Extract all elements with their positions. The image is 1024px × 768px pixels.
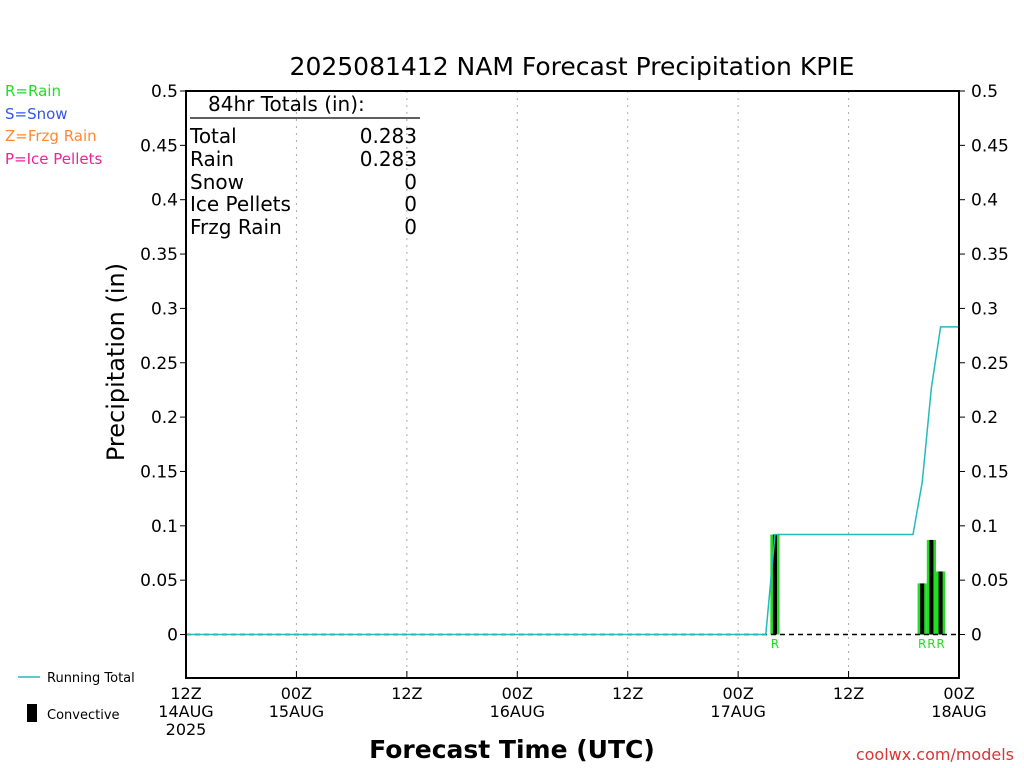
y-tick-label-left: 0.3: [151, 299, 178, 319]
credit-text: coolwx.com/models: [856, 745, 1014, 764]
y-axis-label: Precipitation (in): [102, 263, 130, 461]
totals-label-ice-pellets: Ice Pellets: [190, 192, 291, 216]
y-tick-label-left: 0.05: [140, 571, 178, 591]
y-tick-label-right: 0: [971, 626, 982, 646]
y-tick-label-right: 0.5: [971, 82, 998, 102]
x-tick-label: 12Z: [391, 684, 422, 703]
precip-type-label: R: [771, 637, 779, 651]
totals-label-snow: Snow: [190, 170, 244, 194]
x-tick-label: 15AUG: [269, 702, 324, 721]
y-tick-label-left: 0: [167, 626, 178, 646]
y-tick-label-left: 0.1: [151, 517, 178, 537]
y-axis-right: 0 0.05 0.1 0.15 0.2 0.25 0.3 0.35 0.4 0.45 0.5: [959, 82, 1009, 646]
totals-label-total: Total: [189, 124, 237, 148]
y-tick-label-right: 0.45: [971, 136, 1009, 156]
x-axis-label: Forecast Time (UTC): [369, 735, 655, 764]
running-total-legend-label: Running Total: [47, 671, 135, 686]
x-tick-label: 12Z: [833, 684, 864, 703]
running-total-layer: [186, 326, 959, 636]
x-tick-label: 00Z: [502, 684, 533, 703]
convective-bar: [920, 583, 925, 635]
x-tick-label: 18AUG: [931, 702, 986, 721]
grid-lines: [295, 91, 850, 678]
x-tick-label: 14AUG: [158, 702, 213, 721]
y-tick-label-left: 0.35: [140, 245, 178, 265]
totals-box: 84hr Totals (in): Total 0.283 Rain 0.283…: [189, 92, 420, 239]
legend-snow: S=Snow: [5, 105, 68, 123]
type-legend: R=Rain S=Snow Z=Frzg Rain P=Ice Pellets: [5, 82, 102, 168]
y-tick-label-left: 0.2: [151, 408, 178, 428]
y-axis-left: 0 0.05 0.1 0.15 0.2 0.25 0.3 0.35 0.4 0.45 0.5: [140, 82, 186, 646]
legend-ice-pellets: P=Ice Pellets: [5, 150, 102, 168]
y-tick-label-right: 0.05: [971, 571, 1009, 591]
precip-type-label: R: [918, 637, 926, 651]
y-tick-label-left: 0.4: [151, 191, 178, 211]
y-tick-label-left: 0.15: [140, 462, 178, 482]
y-tick-label-right: 0.1: [971, 517, 998, 537]
totals-header: 84hr Totals (in):: [208, 92, 365, 116]
y-tick-label-right: 0.15: [971, 462, 1009, 482]
convective-legend-label: Convective: [47, 708, 120, 723]
x-tick-label: 00Z: [943, 684, 974, 703]
legend-rain: R=Rain: [5, 82, 61, 100]
x-tick-label: 00Z: [722, 684, 753, 703]
totals-label-frzg-rain: Frzg Rain: [190, 215, 282, 239]
precip-type-label: R: [936, 637, 944, 651]
x-tick-label: 2025: [166, 720, 207, 739]
x-tick-label: 00Z: [281, 684, 312, 703]
legend-frzg-rain: Z=Frzg Rain: [5, 127, 97, 145]
running-total-line: [186, 326, 959, 636]
y-tick-label-left: 0.25: [140, 354, 178, 374]
y-tick-label-left: 0.45: [140, 136, 178, 156]
y-tick-label-right: 0.35: [971, 245, 1009, 265]
totals-value-snow: 0: [404, 170, 417, 194]
y-tick-label-right: 0.25: [971, 354, 1009, 374]
totals-value-ice-pellets: 0: [404, 192, 417, 216]
plot-frame: [185, 90, 960, 679]
x-tick-label: 16AUG: [490, 702, 545, 721]
series-legend: Running Total Convective: [18, 671, 135, 723]
totals-value-rain: 0.283: [360, 147, 417, 171]
totals-value-frzg-rain: 0: [404, 215, 417, 239]
x-tick-label: 12Z: [612, 684, 643, 703]
x-tick-label: 17AUG: [710, 702, 765, 721]
chart-title: 2025081412 NAM Forecast Precipitation KP…: [290, 52, 855, 81]
y-tick-label-left: 0.5: [151, 82, 178, 102]
y-tick-label-right: 0.3: [971, 299, 998, 319]
totals-label-rain: Rain: [190, 147, 234, 171]
convective-bar: [772, 534, 777, 635]
totals-value-total: 0.283: [360, 124, 417, 148]
convective-bar: [929, 539, 934, 635]
y-tick-label-right: 0.4: [971, 191, 998, 211]
convective-bar: [938, 571, 943, 635]
x-tick-label: 12Z: [170, 684, 201, 703]
precip-type-label: R: [927, 637, 935, 651]
convective-legend-swatch: [27, 704, 37, 722]
y-tick-label-right: 0.2: [971, 408, 998, 428]
